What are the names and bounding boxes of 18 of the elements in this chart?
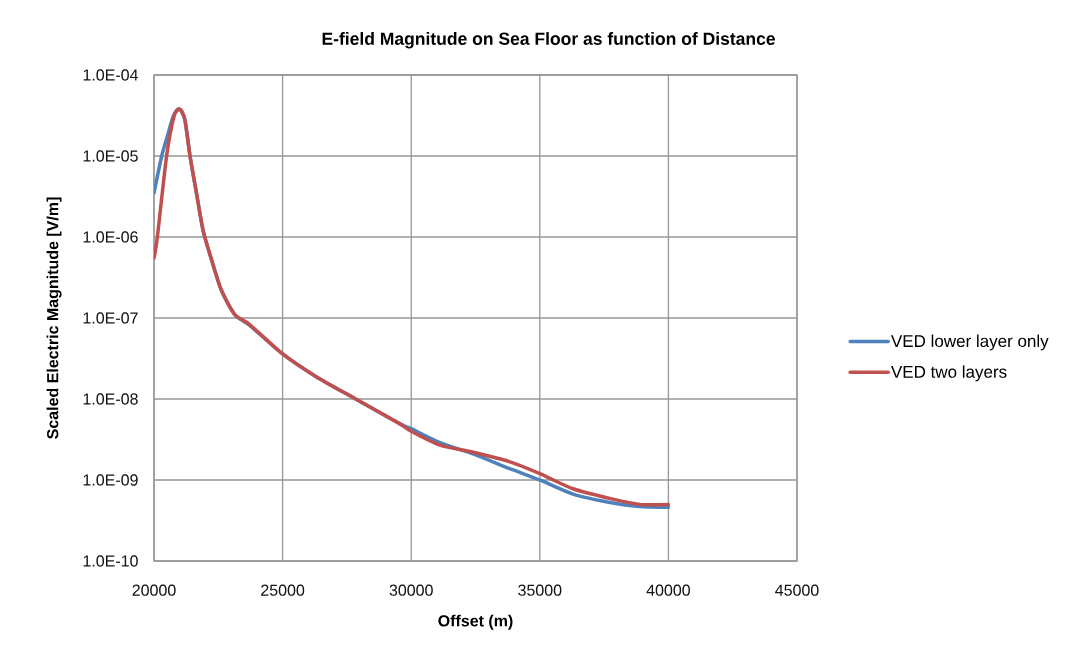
y-tick-label: 1.0E-09: [83, 474, 138, 486]
legend-label: VED lower layer only: [891, 334, 1049, 351]
y-tick-label: 1.0E-07: [83, 312, 138, 324]
x-tick-label: 35000: [518, 584, 562, 596]
x-tick-label: 25000: [261, 584, 305, 596]
chart-title: E-field Magnitude on Sea Floor as function of Distance: [322, 32, 775, 49]
y-tick-label: 1.0E-08: [83, 393, 138, 405]
x-tick-label: 40000: [646, 584, 691, 596]
y-axis-title: Scaled Electric Magnitude [V/m]: [46, 197, 62, 439]
y-tick-label: 1.0E-04: [83, 69, 138, 81]
x-axis-title: Offset (m): [438, 614, 513, 630]
x-tick-label: 20000: [132, 584, 176, 596]
y-tick-label: 1.0E-05: [83, 150, 138, 162]
y-tick-label: 1.0E-10: [83, 555, 138, 567]
legend-label: VED two layers: [891, 365, 1007, 382]
y-tick-label: 1.0E-06: [83, 231, 138, 243]
x-tick-label: 45000: [775, 584, 819, 596]
x-tick-label: 30000: [389, 584, 433, 596]
